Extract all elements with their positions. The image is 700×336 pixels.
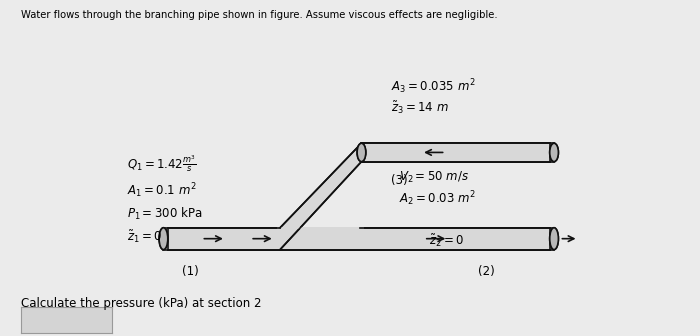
Ellipse shape [357,143,366,162]
Text: Calculate the pressure (kPa) at section 2: Calculate the pressure (kPa) at section … [21,297,262,310]
Ellipse shape [357,143,366,162]
Text: $P_1 = 300\ \mathrm{kPa}$: $P_1 = 300\ \mathrm{kPa}$ [127,206,202,222]
Text: $Q_1 =  1.42  \frac{m^3}{s}$: $Q_1 = 1.42 \frac{m^3}{s}$ [127,154,196,174]
Ellipse shape [550,228,559,250]
Bar [163,228,554,250]
Polygon shape [280,143,361,250]
Text: $\tilde{z}_2 = 0$: $\tilde{z}_2 = 0$ [429,232,464,249]
Text: $A_1 = 0.1\ m^2$: $A_1 = 0.1\ m^2$ [127,181,196,200]
Text: (2): (2) [478,265,495,278]
Ellipse shape [159,228,168,250]
Text: $\tilde{z}_3 = 14\ m$: $\tilde{z}_3 = 14\ m$ [391,100,449,116]
Bar [360,161,363,163]
Ellipse shape [550,143,559,162]
Text: $A_3 = 0.035\ m^2$: $A_3 = 0.035\ m^2$ [391,77,476,96]
Text: Water flows through the branching pipe shown in figure. Assume viscous effects a: Water flows through the branching pipe s… [21,10,498,20]
Ellipse shape [159,228,168,250]
Bar [363,143,550,162]
Ellipse shape [550,143,559,162]
Polygon shape [280,143,361,250]
Text: $A_2 = 0.03\ m^2$: $A_2 = 0.03\ m^2$ [400,190,477,208]
Text: $\tilde{z}_1 = 0$: $\tilde{z}_1 = 0$ [127,229,162,245]
Bar [361,143,554,162]
Text: $V_2 = 50\ m/s$: $V_2 = 50\ m/s$ [400,170,470,185]
Bar [168,228,550,250]
Text: (3): (3) [391,174,407,187]
Bar [277,227,364,228]
Ellipse shape [550,228,559,250]
Text: (1): (1) [182,265,199,278]
